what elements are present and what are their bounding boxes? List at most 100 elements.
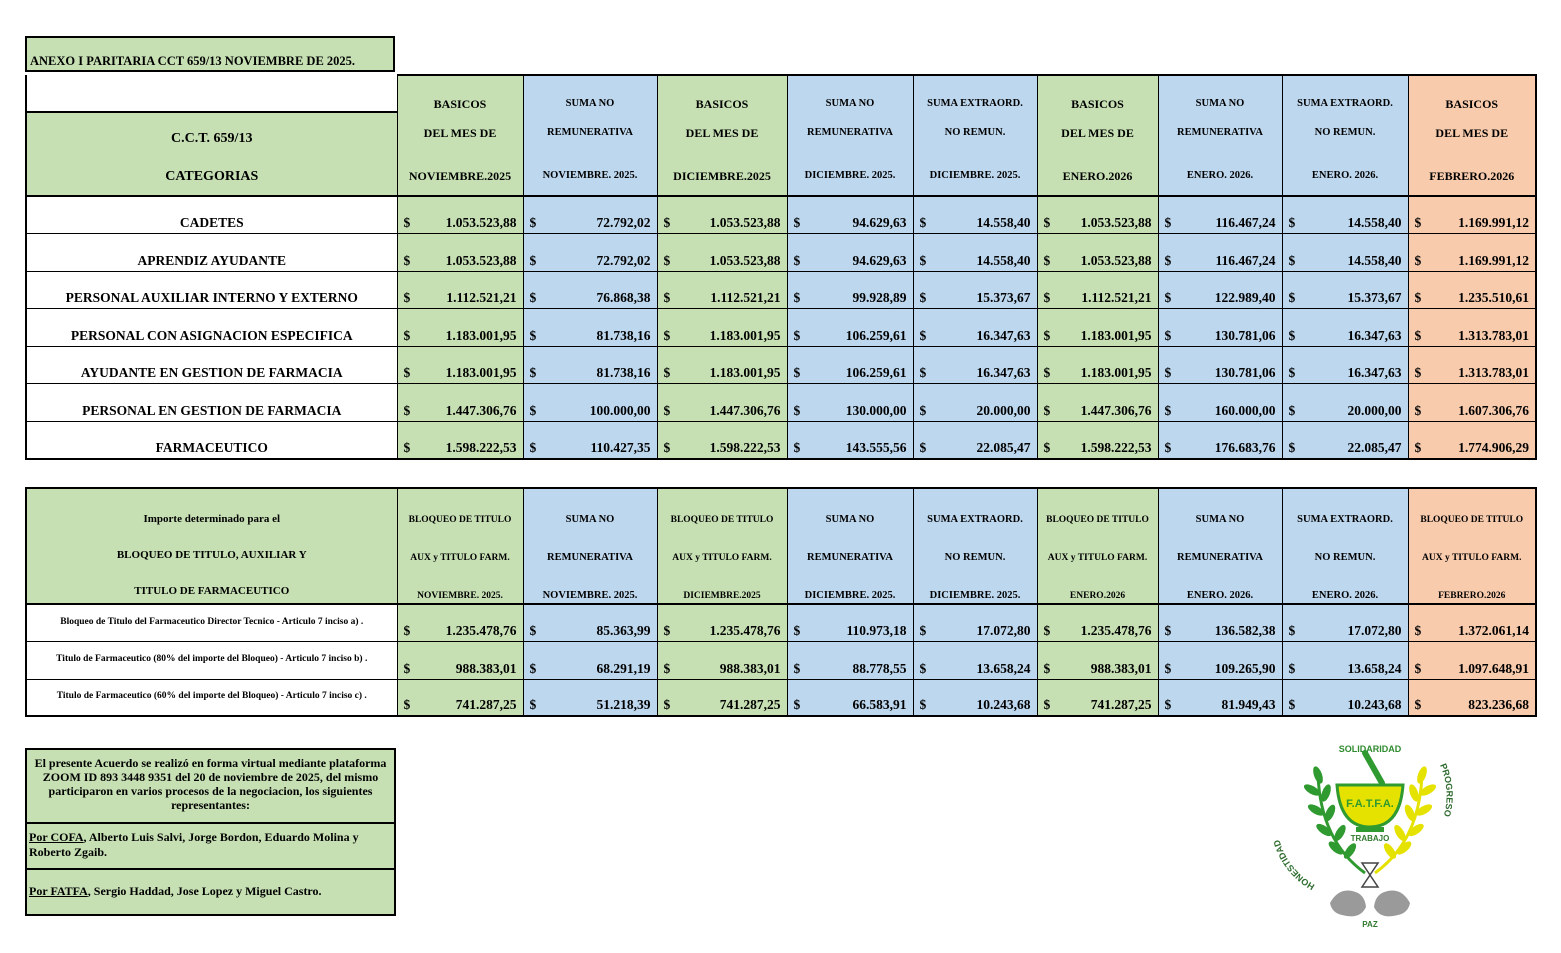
value-cell: $1.607.306,76	[1407, 383, 1537, 423]
currency-symbol: $	[1164, 252, 1172, 268]
value-wrap: $1.183.001,95	[398, 328, 523, 346]
value-cell: $1.183.001,95	[656, 308, 788, 347]
left-laurel-icon	[1303, 766, 1366, 875]
column-header-line: BASICOS	[695, 97, 749, 111]
currency-symbol: $	[1164, 215, 1172, 231]
currency-symbol: $	[793, 252, 801, 268]
category-header: C.C.T. 659/13 CATEGORIAS	[25, 74, 398, 197]
value-cell: $81.738,16	[522, 346, 658, 385]
amount: 1.313.783,01	[1458, 365, 1529, 381]
currency-symbol: $	[1164, 697, 1172, 713]
currency-symbol: $	[663, 439, 671, 455]
category-cell: Titulo de Farmaceutico (80% del importe …	[25, 641, 397, 680]
column-header-0: BLOQUEO DE TITULO AUX y TITULO FARM. NOVIE…	[396, 487, 524, 605]
amount: 1.447.306,76	[1080, 403, 1152, 419]
column-header-line: DICIEMBRE.2025	[683, 591, 761, 601]
value-cell: $17.072,80	[912, 604, 1038, 643]
value-wrap: $14.558,40	[1283, 253, 1408, 271]
column-header-line: NO REMUN.	[1314, 552, 1376, 563]
value-cell: $741.287,25	[1036, 679, 1159, 718]
column-header-line: REMUNERATIVA	[1177, 552, 1263, 563]
value-wrap: $1.053.523,88	[398, 215, 523, 233]
currency-symbol: $	[1414, 365, 1422, 381]
value-cell: $1.053.523,88	[656, 196, 788, 235]
currency-symbol: $	[793, 365, 801, 381]
value-wrap: $76.868,38	[524, 290, 657, 308]
currency-symbol: $	[919, 215, 927, 231]
value-cell: $72.792,02	[522, 233, 658, 272]
value-cell: $1.183.001,95	[1036, 308, 1159, 347]
currency-symbol: $	[1043, 252, 1051, 268]
currency-symbol: $	[793, 327, 801, 343]
currency-symbol: $	[1288, 439, 1296, 455]
currency-symbol: $	[1414, 215, 1422, 231]
currency-symbol: $	[1164, 439, 1172, 455]
amount: 88.778,55	[852, 660, 907, 676]
value-cell: $1.053.523,88	[396, 196, 524, 235]
value-cell: $1.112.521,21	[1036, 271, 1159, 310]
value-cell: $14.558,40	[912, 233, 1038, 272]
value-cell: $1.053.523,88	[1036, 233, 1159, 272]
value-cell: $1.598.222,53	[1036, 421, 1159, 460]
amount: 110.973,18	[846, 623, 907, 639]
amount: 1.447.306,76	[709, 403, 781, 419]
column-header-line: AUX y TITULO FARM.	[410, 553, 510, 563]
amount: 22.085,47	[1347, 439, 1402, 455]
amount: 116.467,24	[1215, 252, 1276, 268]
value-wrap: $81.738,16	[524, 365, 657, 383]
value-cell: $100.000,00	[522, 383, 658, 423]
table-row: PERSONAL EN GESTION DE FARMACIA $1.447.30…	[25, 383, 1537, 423]
value-wrap: $1.235.478,76	[398, 623, 523, 641]
amount: 81.949,43	[1221, 697, 1276, 713]
column-header-1: SUMA NO REMUNERATIVA NOVIEMBRE. 2025.	[522, 487, 658, 605]
table-row: FARMACEUTICO $1.598.222,53 $110.427,35 $1.5…	[25, 421, 1537, 460]
value-wrap: $1.235.510,61	[1409, 290, 1536, 308]
value-cell: $1.774.906,29	[1407, 421, 1537, 460]
currency-symbol: $	[793, 290, 801, 306]
currency-symbol: $	[919, 623, 927, 639]
value-wrap: $1.235.478,76	[658, 623, 787, 641]
amount: 15.373,67	[976, 290, 1031, 306]
currency-symbol: $	[919, 697, 927, 713]
category-cell: Bloqueo de Titulo del Farmaceutico Direc…	[25, 604, 397, 643]
amount: 14.558,40	[1347, 252, 1402, 268]
logo-paz: PAZ	[1362, 920, 1378, 929]
table-row: PERSONAL CON ASIGNACION ESPECIFICA $1.183…	[25, 308, 1537, 347]
value-wrap: $741.287,25	[658, 697, 787, 715]
column-header-line: SUMA NO	[565, 514, 615, 525]
fatfa-logo: SOLIDARIDAD HONESTIDAD PROGRESO F.A.T.F.…	[1271, 744, 1454, 929]
currency-symbol: $	[663, 290, 671, 306]
amount: 1.112.521,21	[446, 290, 517, 306]
value-wrap: $16.347,63	[914, 328, 1037, 346]
amount: 1.053.523,88	[1080, 252, 1152, 268]
value-cell: $13.658,24	[1281, 641, 1409, 680]
value-cell: $109.265,90	[1157, 641, 1283, 680]
value-cell: $116.467,24	[1157, 196, 1283, 235]
amount: 16.347,63	[1347, 327, 1402, 343]
amount: 20.000,00	[976, 403, 1031, 419]
value-wrap: $16.347,63	[914, 365, 1037, 383]
amount: 130.781,06	[1214, 365, 1276, 381]
svg-text:HONESTIDAD: HONESTIDAD	[1271, 838, 1316, 892]
value-wrap: $14.558,40	[914, 253, 1037, 271]
column-header-line: SUMA NO	[1195, 514, 1245, 525]
value-cell: $1.112.521,21	[396, 271, 524, 310]
column-header-line: DICIEMBRE.2025	[673, 169, 771, 183]
value-wrap: $176.683,76	[1159, 440, 1282, 458]
column-header-1: SUMA NO REMUNERATIVA NOVIEMBRE. 2025.	[522, 74, 658, 197]
amount: 68.291,19	[596, 660, 651, 676]
amount: 85.363,99	[596, 623, 651, 639]
value-wrap: $1.774.906,29	[1409, 440, 1536, 458]
column-header-line: ENERO. 2026.	[1311, 170, 1379, 181]
category-cell: CADETES	[25, 196, 397, 235]
currency-symbol: $	[403, 623, 411, 639]
document-title: ANEXO I PARITARIA CCT 659/13 NOVIEMBRE D…	[30, 54, 356, 68]
column-header-5: BASICOS DEL MES DE ENERO.2026	[1036, 74, 1159, 197]
currency-symbol: $	[529, 215, 537, 231]
value-cell: $1.447.306,76	[1036, 383, 1159, 423]
currency-symbol: $	[529, 697, 537, 713]
value-cell: $99.928,89	[786, 271, 914, 310]
amount: 1.774.906,29	[1458, 439, 1529, 455]
value-wrap: $16.347,63	[1283, 365, 1408, 383]
currency-symbol: $	[403, 290, 411, 306]
